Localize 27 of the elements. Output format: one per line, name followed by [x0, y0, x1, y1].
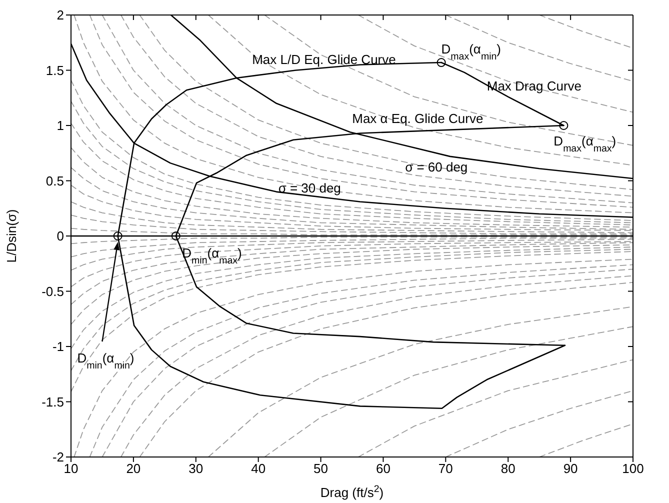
y-tick-label: 1 [56, 118, 64, 134]
x-tick-label: 90 [563, 461, 578, 476]
annotation: D$_{max}$(α$_{max}$) [554, 134, 616, 154]
y-tick-label: -1.5 [42, 394, 64, 410]
x-tick-label: 40 [251, 461, 266, 476]
x-tick-label: 80 [500, 461, 516, 476]
annotation: Max α Eq. Glide Curve [352, 111, 484, 126]
y-axis-title: L/Dsin(σ) [4, 209, 19, 263]
annotation: σ = 60 deg [405, 159, 468, 174]
y-tick-label: -0.5 [42, 284, 64, 299]
y-tick-label: 1.5 [46, 62, 64, 78]
x-tick-label: 60 [376, 461, 390, 476]
x-tick-label: 100 [622, 461, 644, 476]
y-tick-label: 0 [56, 228, 64, 244]
annotation: D$_{max}$(α$_{min}$) [441, 42, 502, 62]
x-tick-label: 50 [314, 461, 328, 476]
annotation: Max L/D Eq. Glide Curve [252, 52, 396, 68]
x-tick-label: 70 [438, 461, 453, 476]
x-tick-label: 30 [188, 461, 204, 476]
y-tick-label: 0.5 [46, 173, 64, 188]
y-tick-label: -2 [52, 450, 64, 465]
x-tick-label: 20 [126, 461, 141, 476]
x-axis-title: Drag (ft/s$^{2}$) [320, 484, 384, 500]
y-tick-label: -1 [52, 339, 64, 354]
y-tick-label: 2 [56, 8, 64, 23]
annotation: D$_{min}$(α$_{min}$) [77, 350, 134, 372]
x-tick-label: 10 [64, 461, 78, 476]
